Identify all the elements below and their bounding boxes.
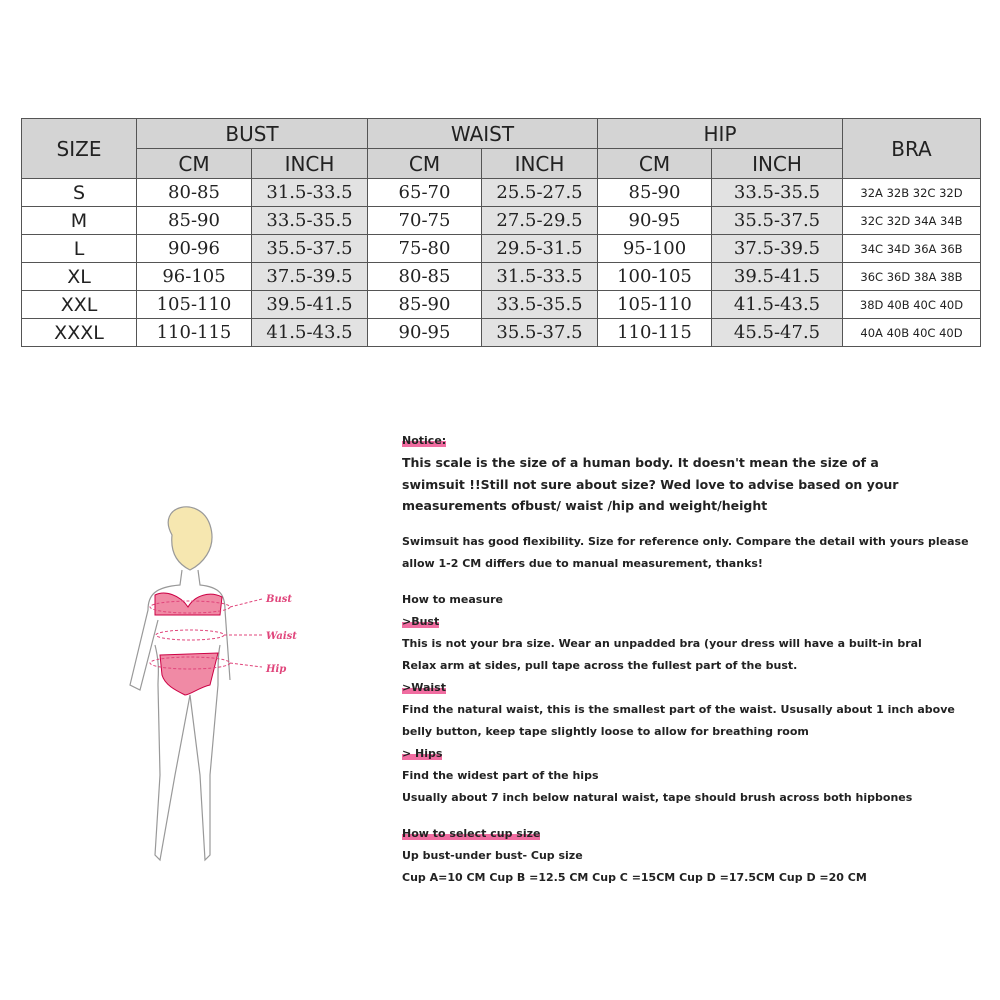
- hips-line: Find the widest part of the hips: [402, 768, 599, 782]
- how-to-measure: How to measure: [402, 592, 504, 606]
- cell-waist-cm: 65-70: [367, 178, 482, 207]
- header-hip: HIP: [597, 118, 843, 149]
- cup-line: Cup A=10 CM Cup B =12.5 CM Cup C =15CM C…: [402, 870, 867, 884]
- cell-hip-cm: 110-115: [597, 318, 712, 347]
- cell-waist-in: 29.5-31.5: [481, 234, 598, 263]
- cell-waist-cm: 90-95: [367, 318, 482, 347]
- cell-hip-cm: 85-90: [597, 178, 712, 207]
- notice-heading: Notice:: [402, 434, 447, 447]
- bust-heading: >Bust: [402, 614, 440, 628]
- cell-size: M: [21, 206, 137, 235]
- cell-waist-in: 33.5-35.5: [481, 290, 598, 319]
- cell-bust-cm: 105-110: [136, 290, 252, 319]
- cell-hip-in: 35.5-37.5: [711, 206, 843, 235]
- hips-heading: > Hips: [402, 746, 443, 760]
- cell-waist-cm: 70-75: [367, 206, 482, 235]
- flex-line: Swimsuit has good flexibility. Size for …: [402, 534, 969, 548]
- body-measurement-illustration: Bust Waist Hip: [129, 506, 297, 862]
- header-inch: INCH: [711, 148, 843, 179]
- cell-bra: 38D 40B 40C 40D: [842, 290, 981, 319]
- cell-bust-in: 41.5-43.5: [251, 318, 368, 347]
- header-cm: CM: [367, 148, 482, 179]
- cell-hip-cm: 100-105: [597, 262, 712, 291]
- cell-size: XL: [21, 262, 137, 291]
- flex-line: allow 1-2 CM differs due to manual measu…: [402, 556, 763, 570]
- waist-label: Waist: [266, 631, 297, 642]
- cell-waist-cm: 75-80: [367, 234, 482, 263]
- cell-bra: 32C 32D 34A 34B: [842, 206, 981, 235]
- cell-waist-cm: 85-90: [367, 290, 482, 319]
- cell-waist-in: 27.5-29.5: [481, 206, 598, 235]
- waist-line: Find the natural waist, this is the smal…: [402, 702, 955, 716]
- cell-bust-in: 35.5-37.5: [251, 234, 368, 263]
- cell-hip-in: 45.5-47.5: [711, 318, 843, 347]
- notice-line: measurements ofbust/ waist /hip and weig…: [402, 498, 768, 513]
- cell-bust-cm: 90-96: [136, 234, 252, 263]
- cell-size: XXL: [21, 290, 137, 319]
- cell-bust-in: 37.5-39.5: [251, 262, 368, 291]
- measurement-notes: Notice: This scale is the size of a huma…: [402, 430, 992, 889]
- notice-line: This scale is the size of a human body. …: [402, 455, 879, 470]
- cell-bust-cm: 96-105: [136, 262, 252, 291]
- cell-bra: 32A 32B 32C 32D: [842, 178, 981, 207]
- notice-line: swimsuit !!Still not sure about size? We…: [402, 476, 899, 492]
- cell-hip-in: 41.5-43.5: [711, 290, 843, 319]
- cell-size: XXXL: [21, 318, 137, 347]
- bra-shape: [154, 592, 223, 616]
- table-row: L 90-96 35.5-37.5 75-80 29.5-31.5 95-100 37.5-…: [21, 234, 981, 263]
- waist-heading: >Waist: [402, 680, 446, 694]
- cell-bust-in: 39.5-41.5: [251, 290, 368, 319]
- table-row: XXXL 110-115 41.5-43.5 90-95 35.5-37.5 110-11…: [21, 318, 981, 347]
- cell-bust-in: 33.5-35.5: [251, 206, 368, 235]
- header-waist: WAIST: [367, 118, 598, 149]
- header-size: SIZE: [21, 118, 137, 179]
- hip-label: Hip: [265, 664, 286, 675]
- cell-bust-in: 31.5-33.5: [251, 178, 368, 207]
- bottom-shape: [159, 652, 219, 696]
- table-row: S 80-85 31.5-33.5 65-70 25.5-27.5 85-90 33.5-3…: [21, 178, 981, 207]
- header-inch: INCH: [251, 148, 368, 179]
- cell-bust-cm: 85-90: [136, 206, 252, 235]
- bust-line: Relax arm at sides, pull tape across the…: [402, 658, 798, 672]
- header-bust: BUST: [136, 118, 368, 149]
- cell-hip-cm: 105-110: [597, 290, 712, 319]
- cell-waist-cm: 80-85: [367, 262, 482, 291]
- cup-line: Up bust-under bust- Cup size: [402, 848, 583, 862]
- header-cm: CM: [136, 148, 252, 179]
- cell-bust-cm: 110-115: [136, 318, 252, 347]
- size-chart-table: SIZE BUST WAIST HIP BRA CM INCH CM INCH …: [21, 118, 981, 347]
- waist-line: belly button, keep tape slightly loose t…: [402, 724, 809, 738]
- cell-bra: 34C 34D 36A 36B: [842, 234, 981, 263]
- table-row: XXL 105-110 39.5-41.5 85-90 33.5-35.5 105-110…: [21, 290, 981, 319]
- header-inch: INCH: [481, 148, 598, 179]
- bust-label: Bust: [265, 594, 292, 605]
- header-cm: CM: [597, 148, 712, 179]
- cell-bra: 36C 36D 38A 38B: [842, 262, 981, 291]
- cell-waist-in: 31.5-33.5: [481, 262, 598, 291]
- cell-hip-cm: 95-100: [597, 234, 712, 263]
- cell-hip-in: 39.5-41.5: [711, 262, 843, 291]
- cell-bust-cm: 80-85: [136, 178, 252, 207]
- header-bra: BRA: [842, 118, 981, 179]
- table-row: M 85-90 33.5-35.5 70-75 27.5-29.5 90-95 35.5-3…: [21, 206, 981, 235]
- table-row: XL 96-105 37.5-39.5 80-85 31.5-33.5 100-105 39…: [21, 262, 981, 291]
- cup-heading: How to select cup size: [402, 826, 541, 840]
- cell-hip-in: 37.5-39.5: [711, 234, 843, 263]
- cell-size: S: [21, 178, 137, 207]
- cell-bra: 40A 40B 40C 40D: [842, 318, 981, 347]
- cell-hip-cm: 90-95: [597, 206, 712, 235]
- cell-hip-in: 33.5-35.5: [711, 178, 843, 207]
- cell-waist-in: 25.5-27.5: [481, 178, 598, 207]
- bust-line: This is not your bra size. Wear an unpad…: [402, 636, 922, 650]
- cell-size: L: [21, 234, 137, 263]
- hips-line: Usually about 7 inch below natural waist…: [402, 790, 913, 804]
- cell-waist-in: 35.5-37.5: [481, 318, 598, 347]
